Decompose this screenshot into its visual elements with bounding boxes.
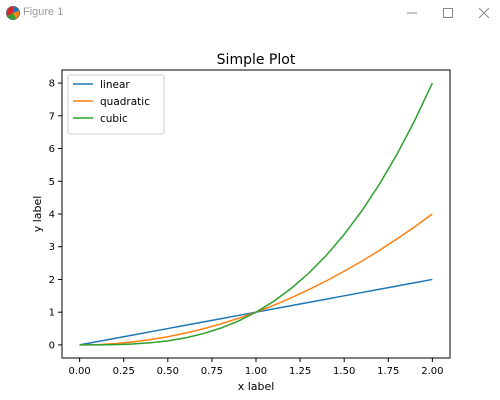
y-tick-label: 5	[49, 177, 55, 188]
y-tick-label: 6	[49, 144, 55, 155]
x-tick-label: 1.25	[289, 366, 311, 377]
x-tick-label: 0.50	[157, 366, 179, 377]
close-button[interactable]	[466, 0, 500, 26]
maximize-icon	[443, 8, 453, 18]
y-tick-label: 7	[49, 111, 55, 122]
figure-canvas: Simple Plot 0.00 0.25 0.50 0.75 1.00 1.25 1.50…	[31, 52, 451, 393]
y-axis: 0 1 2 3 4 5 6 7 8	[49, 79, 62, 351]
close-icon	[479, 8, 489, 18]
y-tick-label: 8	[49, 79, 55, 90]
x-tick-label: 0.75	[201, 366, 223, 377]
legend-label-linear: linear	[100, 79, 130, 91]
y-tick-label: 2	[49, 275, 55, 286]
series-line-quadratic	[79, 213, 433, 346]
legend-box	[67, 74, 165, 135]
x-tick-label: 1.75	[377, 366, 399, 377]
x-tick-label: 2.00	[421, 366, 443, 377]
x-axis: 0.00 0.25 0.50 0.75 1.00 1.25 1.50 1.75 2.00	[69, 358, 443, 377]
y-tick-label: 3	[49, 242, 55, 253]
chart-title: Simple Plot	[217, 52, 296, 68]
x-tick-label: 1.00	[245, 366, 267, 377]
minimize-icon	[407, 12, 417, 14]
legend-label-cubic: cubic	[100, 113, 128, 125]
legend-label-quadratic: quadratic	[100, 96, 150, 108]
minimize-button[interactable]	[394, 0, 430, 26]
y-tick-label: 4	[49, 210, 55, 221]
y-tick-label: 0	[49, 340, 55, 351]
series-layer	[79, 82, 434, 346]
y-axis-label: y label	[31, 196, 44, 233]
maximize-button[interactable]	[430, 0, 466, 26]
x-tick-label: 0.25	[113, 366, 135, 377]
matplotlib-icon	[6, 6, 20, 20]
x-tick-label: 0.00	[69, 366, 91, 377]
series-line-cubic	[79, 82, 434, 346]
window-title: Figure 1	[23, 6, 64, 18]
y-tick-label: 1	[49, 308, 55, 319]
title-bar[interactable]: Figure 1	[0, 0, 500, 26]
legend: linear quadratic cubic	[67, 74, 165, 135]
x-axis-label: x label	[238, 380, 275, 393]
x-tick-label: 1.50	[333, 366, 355, 377]
